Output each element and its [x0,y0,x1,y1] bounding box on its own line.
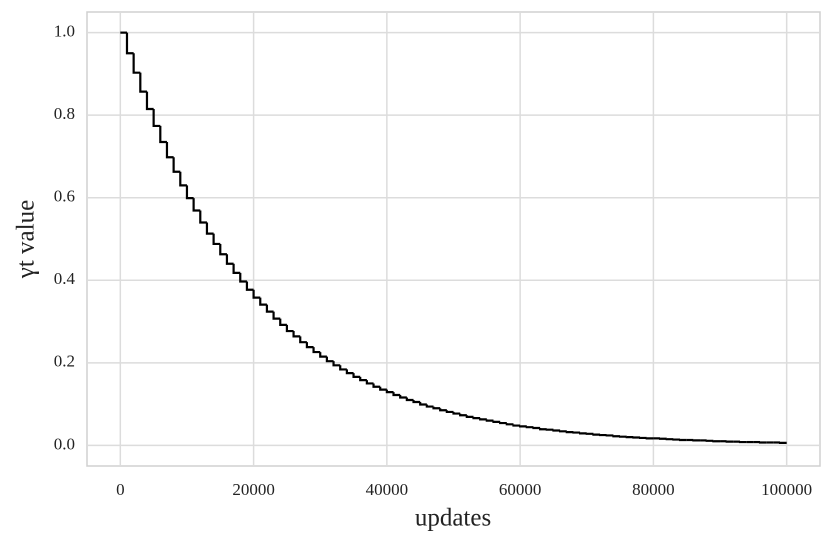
step-segment [532,426,541,430]
step-segment [525,426,534,429]
step-segment [232,263,241,274]
step-segment [492,420,501,423]
step-segment [592,433,601,436]
x-tick-label: 0 [116,480,125,499]
step-segment [252,289,261,299]
step-segment [245,281,254,291]
x-tick-label: 100000 [761,480,812,499]
y-tick-label: 0.6 [54,187,75,206]
plot-frame [86,11,821,467]
step-segment [172,157,181,173]
step-segment [192,198,201,212]
step-segment [539,428,547,431]
x-tick-label: 40000 [366,480,409,499]
step-segment [472,416,481,420]
step-segment [505,423,514,426]
y-tick-label: 0.4 [54,269,76,288]
step-segment [225,254,234,265]
step-segment [132,53,141,74]
step-segment [332,361,341,367]
step-segment [345,369,354,375]
step-segment [385,389,394,394]
y-tick-label: 0.8 [54,104,75,123]
step-segment [612,435,621,438]
step-segment [485,419,494,422]
y-tick-label: 1.0 [54,22,75,41]
step-segment [439,408,447,412]
step-segment [339,365,347,371]
x-tick-label: 60000 [499,480,542,499]
step-segment [445,410,454,414]
step-segment [212,233,221,246]
step-segment [552,429,561,432]
step-segment [352,373,361,378]
step-segment [519,425,527,428]
step-segment [372,383,381,388]
step-segment [452,411,461,415]
step-segment [259,297,267,306]
step-segment [432,406,441,410]
step-segment [499,421,507,425]
step-segment [185,185,194,200]
step-segment [419,402,427,406]
step-segment [179,171,187,187]
step-segment [465,415,474,418]
step-segment [312,347,321,354]
step-segment [265,304,274,313]
step-segment [125,32,134,55]
step-segment [219,243,227,256]
step-segment [459,413,467,417]
x-tick-label: 80000 [632,480,675,499]
y-axis-label: γt value [13,200,40,279]
x-axis-label: updates [415,505,491,532]
step-segment [239,272,247,283]
step-segment [392,392,401,397]
step-segment [379,386,387,391]
step-segment [205,222,214,235]
step-segment [145,91,154,111]
step-segment [165,142,174,159]
step-segment [399,395,407,399]
step-segment [272,311,281,320]
step-segment [412,399,421,404]
step-segment [579,432,587,435]
step-segment [199,210,207,224]
step-segment [365,380,374,385]
step-segment [159,125,167,144]
step-segment [279,318,287,326]
step-segment [139,72,147,93]
step-segment [479,418,487,421]
step-segment [305,342,314,349]
step-segment [325,356,334,363]
y-tick-label: 0.2 [54,352,75,371]
step-segment [319,352,327,358]
step-segment [512,424,521,427]
step-segment [359,376,367,382]
step-segment [565,431,574,434]
x-tick-label: 20000 [232,480,275,499]
step-segment [299,336,307,344]
step-segment [152,108,161,128]
y-tick-label: 0.0 [54,434,75,453]
step-segment [559,430,567,433]
step-segment [405,397,414,402]
step-segment [425,404,434,408]
step-segment [292,331,301,338]
step-segment [285,324,294,333]
